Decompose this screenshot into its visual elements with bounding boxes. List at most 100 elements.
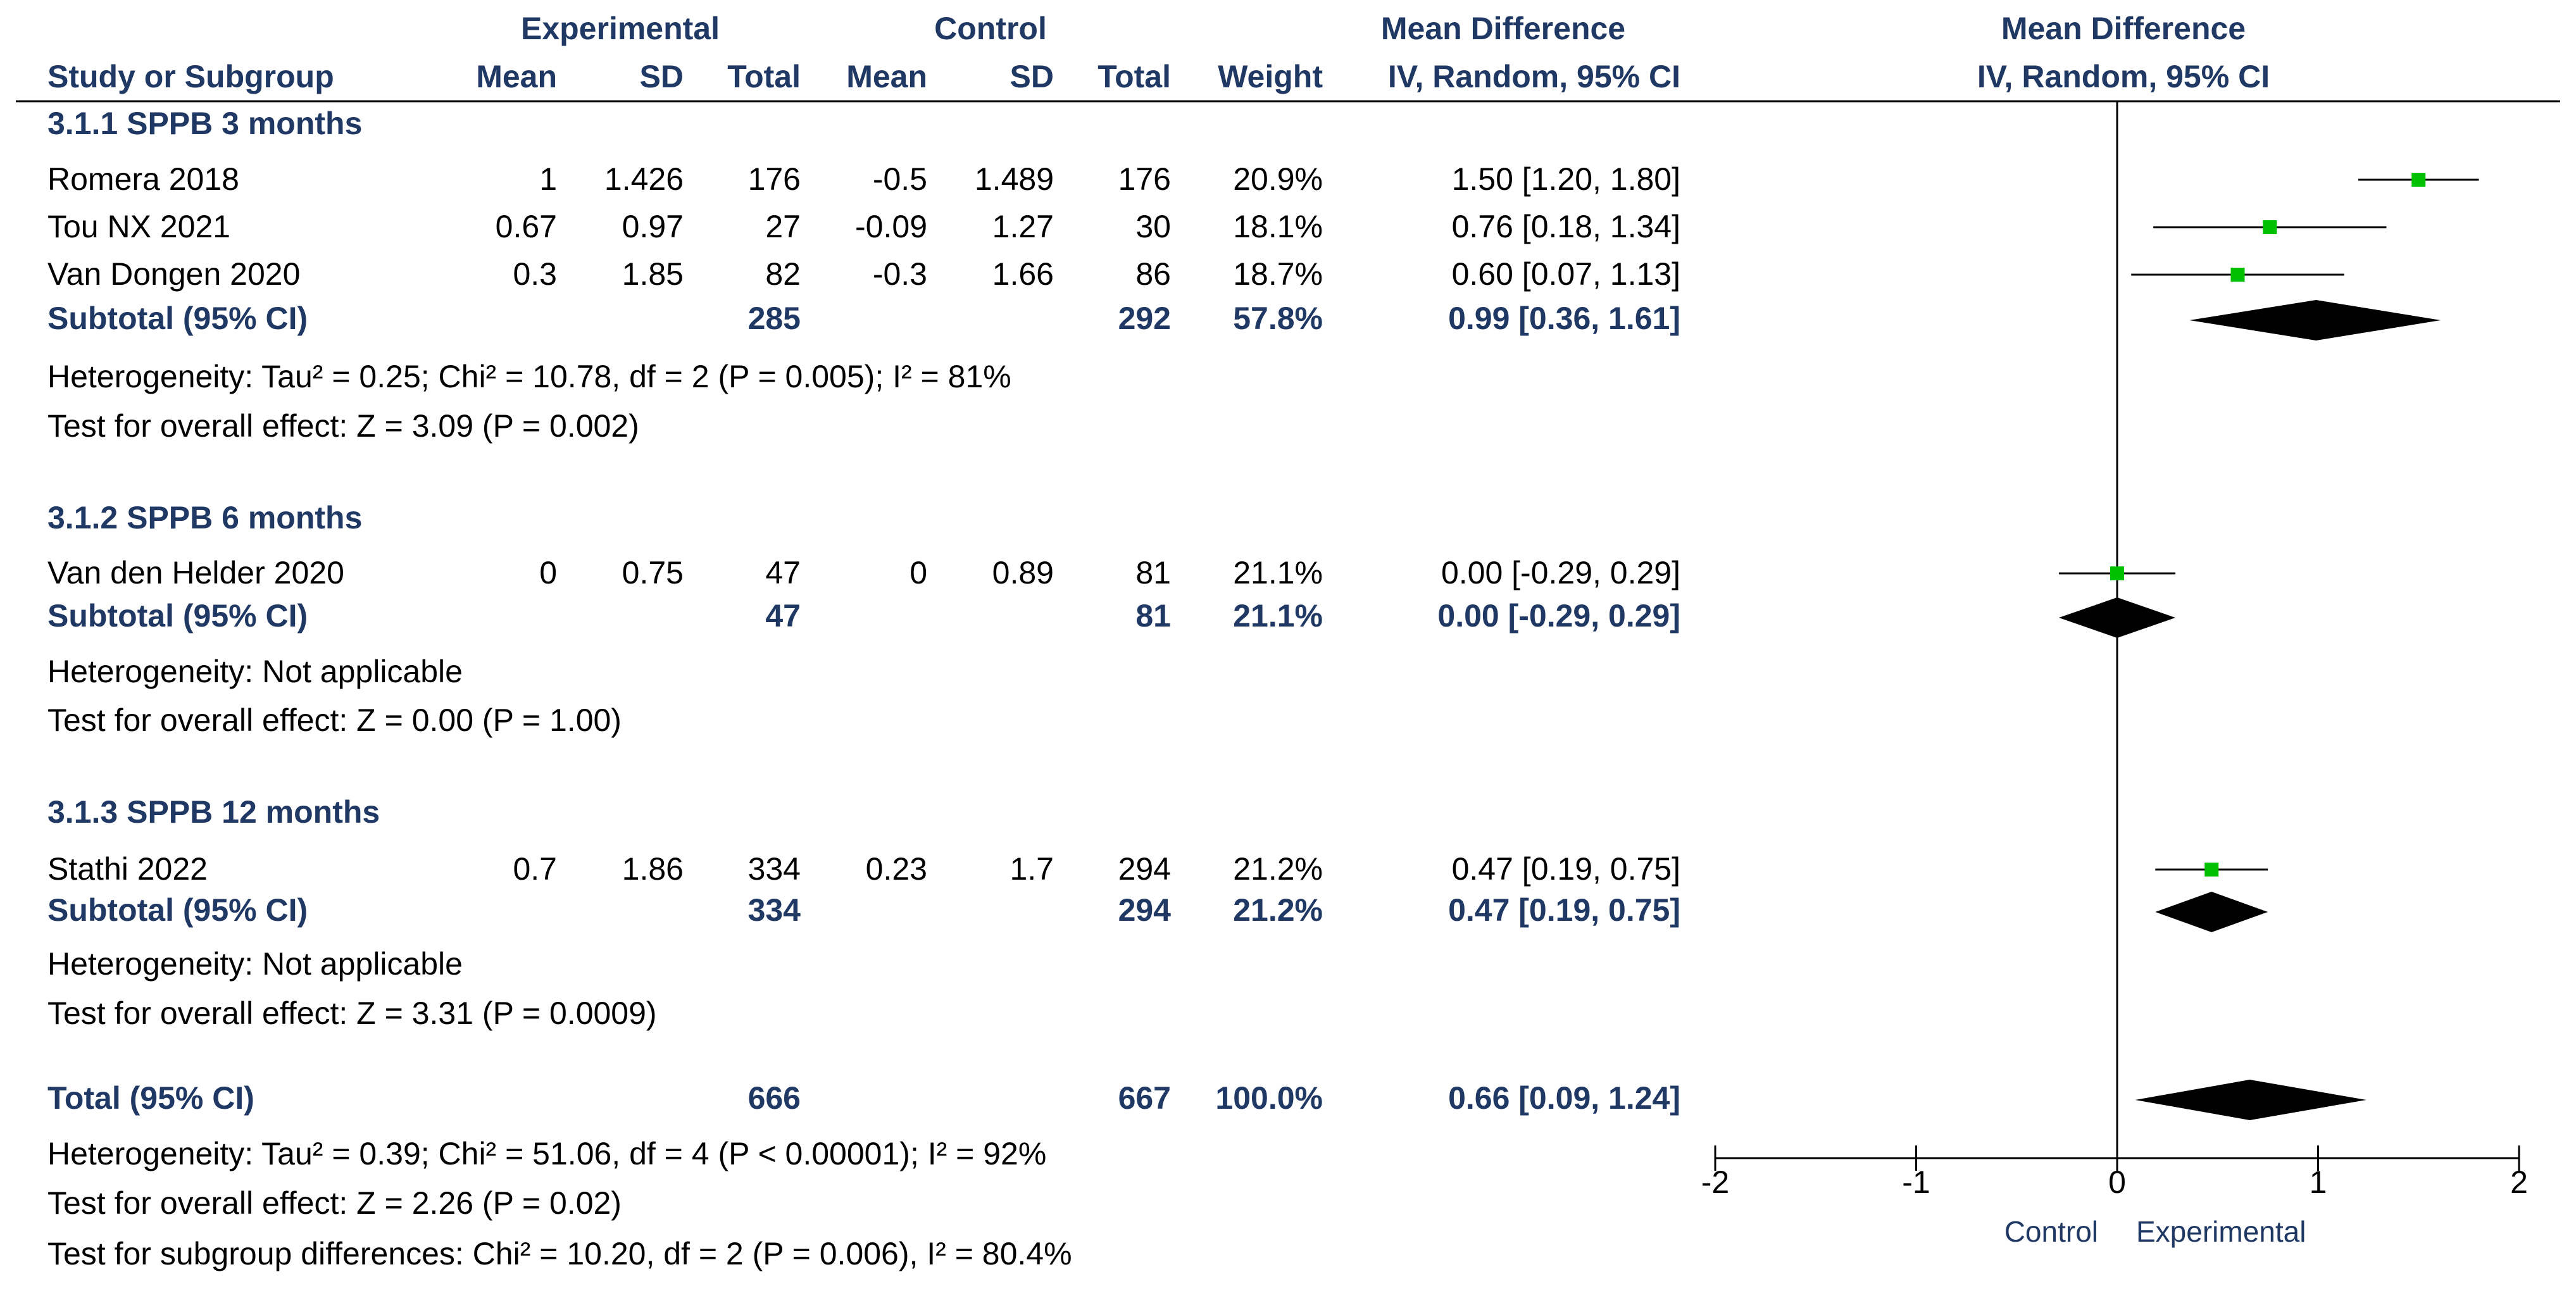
total-ci: 0.66 [0.09, 1.24] bbox=[1448, 1080, 1680, 1116]
study-weight: 21.2% bbox=[1233, 851, 1323, 887]
subtotal-ctrl-total: 81 bbox=[1135, 598, 1171, 633]
subtotal-diamond-g0 bbox=[2189, 300, 2441, 340]
subtotal-weight: 57.8% bbox=[1233, 301, 1323, 336]
header-study: Study or Subgroup bbox=[47, 59, 334, 94]
effect-marker-g0-s2 bbox=[2230, 268, 2245, 282]
exp-sd: 0.97 bbox=[622, 209, 684, 244]
ctrl-sd: 0.89 bbox=[992, 555, 1054, 590]
favours-control-label: Control bbox=[2004, 1215, 2098, 1248]
study-name: Van den Helder 2020 bbox=[47, 555, 344, 590]
subgroup-title: 3.1.2 SPPB 6 months bbox=[47, 500, 362, 535]
ctrl-total: 176 bbox=[1118, 161, 1171, 197]
ctrl-mean: 0.23 bbox=[866, 851, 927, 887]
overall-effect-text: Test for overall effect: Z = 0.00 (P = 1… bbox=[47, 702, 622, 738]
total-weight: 100.0% bbox=[1215, 1080, 1323, 1116]
header-mean-difference: Mean Difference bbox=[1381, 11, 1625, 46]
subtotal-exp-total: 47 bbox=[765, 598, 801, 633]
subtotal-weight: 21.2% bbox=[1233, 892, 1323, 928]
exp-mean: 0 bbox=[539, 555, 557, 590]
header-ctrl-mean: Mean bbox=[846, 59, 927, 94]
header-md-method: IV, Random, 95% CI bbox=[1388, 59, 1680, 94]
exp-sd: 0.75 bbox=[622, 555, 684, 590]
ctrl-sd: 1.489 bbox=[975, 161, 1054, 197]
study-ci: 0.76 [0.18, 1.34] bbox=[1452, 209, 1680, 244]
study-name: Romera 2018 bbox=[47, 161, 239, 197]
subtotal-label: Subtotal (95% CI) bbox=[47, 598, 308, 633]
exp-mean: 0.67 bbox=[496, 209, 557, 244]
ctrl-mean: -0.09 bbox=[855, 209, 927, 244]
header-plot-method: IV, Random, 95% CI bbox=[1977, 59, 2270, 94]
study-name: Van Dongen 2020 bbox=[47, 256, 300, 292]
study-name: Tou NX 2021 bbox=[47, 209, 230, 244]
study-weight: 18.1% bbox=[1233, 209, 1323, 244]
subtotal-ctrl-total: 292 bbox=[1118, 301, 1171, 336]
subgroup-differences-text: Test for subgroup differences: Chi² = 10… bbox=[47, 1236, 1072, 1271]
total-exp-total: 666 bbox=[748, 1080, 801, 1116]
exp-total: 82 bbox=[765, 256, 801, 292]
effect-marker-g0-s1 bbox=[2263, 220, 2277, 234]
x-axis-tick-label: 1 bbox=[2310, 1164, 2327, 1200]
exp-total: 27 bbox=[765, 209, 801, 244]
study-ci: 0.60 [0.07, 1.13] bbox=[1452, 256, 1680, 292]
exp-total: 334 bbox=[748, 851, 801, 887]
total-overall-effect-text: Test for overall effect: Z = 2.26 (P = 0… bbox=[47, 1185, 622, 1221]
exp-total: 47 bbox=[765, 555, 801, 590]
study-weight: 18.7% bbox=[1233, 256, 1323, 292]
header-plot-title: Mean Difference bbox=[2001, 11, 2246, 46]
x-axis-tick-label: 2 bbox=[2510, 1164, 2528, 1200]
subtotal-label: Subtotal (95% CI) bbox=[47, 301, 308, 336]
study-ci: 1.50 [1.20, 1.80] bbox=[1452, 161, 1680, 197]
exp-sd: 1.85 bbox=[622, 256, 684, 292]
total-ctrl-total: 667 bbox=[1118, 1080, 1171, 1116]
study-weight: 21.1% bbox=[1233, 555, 1323, 590]
header-exp-sd: SD bbox=[640, 59, 684, 94]
subtotal-exp-total: 285 bbox=[748, 301, 801, 336]
ctrl-mean: -0.5 bbox=[873, 161, 927, 197]
subgroup-title: 3.1.1 SPPB 3 months bbox=[47, 106, 362, 141]
ctrl-sd: 1.27 bbox=[992, 209, 1054, 244]
header-ctrl-total: Total bbox=[1097, 59, 1171, 94]
subtotal-exp-total: 334 bbox=[748, 892, 801, 928]
header-weight: Weight bbox=[1218, 59, 1323, 94]
subtotal-ci: 0.99 [0.36, 1.61] bbox=[1448, 301, 1680, 336]
favours-experimental-label: Experimental bbox=[2136, 1215, 2306, 1248]
heterogeneity-text: Heterogeneity: Tau² = 0.25; Chi² = 10.78… bbox=[47, 359, 1011, 394]
subgroup-title: 3.1.3 SPPB 12 months bbox=[47, 794, 380, 830]
subtotal-ci: 0.00 [-0.29, 0.29] bbox=[1437, 598, 1680, 633]
total-label: Total (95% CI) bbox=[47, 1080, 254, 1116]
effect-marker-g2-s0 bbox=[2204, 863, 2219, 877]
exp-mean: 0.3 bbox=[513, 256, 557, 292]
header-control: Control bbox=[934, 11, 1047, 46]
subtotal-diamond-g2 bbox=[2155, 892, 2268, 932]
header-exp-mean: Mean bbox=[476, 59, 557, 94]
ctrl-mean: 0 bbox=[910, 555, 927, 590]
exp-sd: 1.426 bbox=[604, 161, 684, 197]
header-exp-total: Total bbox=[727, 59, 801, 94]
study-weight: 20.9% bbox=[1233, 161, 1323, 197]
exp-sd: 1.86 bbox=[622, 851, 684, 887]
ctrl-total: 30 bbox=[1135, 209, 1171, 244]
ctrl-mean: -0.3 bbox=[873, 256, 927, 292]
x-axis-tick-label: 0 bbox=[2108, 1164, 2126, 1200]
heterogeneity-text: Heterogeneity: Not applicable bbox=[47, 654, 463, 689]
x-axis-tick-label: -1 bbox=[1902, 1164, 1930, 1200]
header-ctrl-sd: SD bbox=[1010, 59, 1054, 94]
effect-marker-g1-s0 bbox=[2110, 566, 2124, 580]
x-axis-tick-label: -2 bbox=[1701, 1164, 1729, 1200]
study-ci: 0.00 [-0.29, 0.29] bbox=[1441, 555, 1680, 590]
subtotal-label: Subtotal (95% CI) bbox=[47, 892, 308, 928]
header-experimental: Experimental bbox=[521, 11, 720, 46]
study-name: Stathi 2022 bbox=[47, 851, 208, 887]
subtotal-diamond-g1 bbox=[2058, 597, 2176, 638]
overall-effect-text: Test for overall effect: Z = 3.31 (P = 0… bbox=[47, 995, 657, 1031]
overall-effect-text: Test for overall effect: Z = 3.09 (P = 0… bbox=[47, 408, 639, 444]
exp-mean: 0.7 bbox=[513, 851, 557, 887]
subtotal-ci: 0.47 [0.19, 0.75] bbox=[1448, 892, 1680, 928]
study-ci: 0.47 [0.19, 0.75] bbox=[1452, 851, 1680, 887]
ctrl-total: 86 bbox=[1135, 256, 1171, 292]
total-diamond bbox=[2135, 1080, 2367, 1120]
total-heterogeneity-text: Heterogeneity: Tau² = 0.39; Chi² = 51.06… bbox=[47, 1136, 1046, 1171]
ctrl-total: 81 bbox=[1135, 555, 1171, 590]
effect-marker-g0-s0 bbox=[2411, 173, 2426, 187]
